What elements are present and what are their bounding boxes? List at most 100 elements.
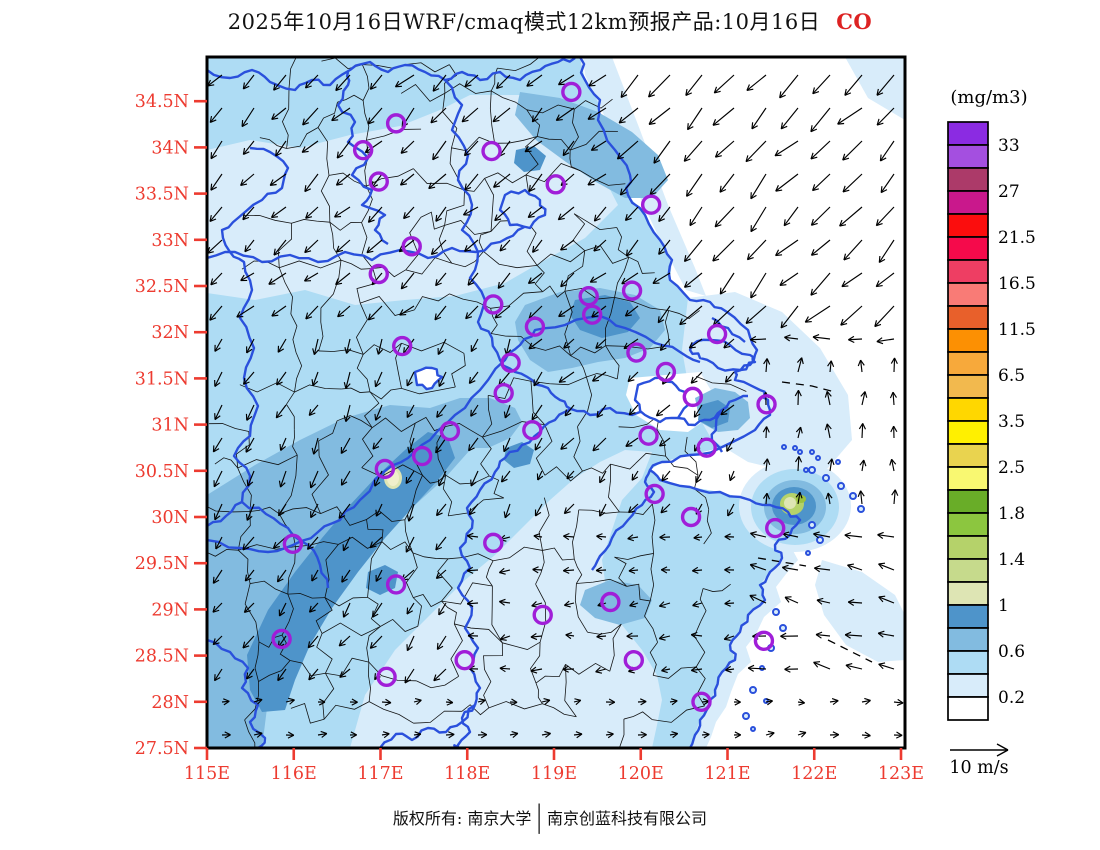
colorbar-label: 6.5: [998, 366, 1025, 386]
city-marker: [271, 628, 292, 650]
colorbar-cell: [947, 328, 989, 353]
colorbar-cell: [947, 604, 989, 629]
colorbar-cell: [947, 213, 989, 238]
city-marker: [706, 323, 728, 345]
colorbar-cell: [947, 282, 989, 307]
page-title: 2025年10月16日WRF/cmaq模式12km预报产品:10月16日 CO: [0, 6, 1100, 36]
lake-chaohu: [413, 366, 444, 391]
colorbar-cell: [947, 627, 989, 652]
city-marker: [626, 342, 647, 363]
colorbar-cell: [947, 673, 989, 698]
city-marker: [640, 194, 662, 215]
city-marker: [391, 335, 413, 357]
lon-tick-label: 116E: [271, 764, 317, 784]
colorbar-label: 0.6: [998, 642, 1025, 662]
city-marker: [522, 419, 543, 441]
lat-tick-label: 29.5N: [135, 554, 189, 574]
island: [742, 712, 750, 720]
city-marker: [352, 139, 374, 161]
city-marker: [282, 533, 304, 554]
city-marker: [368, 263, 389, 285]
colorbar-cell: [947, 489, 989, 514]
contour-core-north: [514, 146, 546, 172]
colorbar-cell: [947, 696, 989, 721]
contour-band-core: [247, 432, 455, 712]
copyright-owner: 版权所有: 南京大学: [392, 809, 532, 828]
lon-tick-label: 121E: [704, 764, 750, 784]
lat-tick-label: 28.5N: [135, 647, 189, 667]
city-marker: [561, 81, 582, 103]
colorbar-cell: [947, 581, 989, 606]
axes: 34.5N 34N 33.5N 33N 32.5N 32N 31.5N 31N 30.5N 30N…: [135, 92, 924, 784]
lat-tick-label: 29N: [151, 600, 189, 620]
city-marker: [696, 437, 717, 458]
colorbar-label: 1.4: [998, 550, 1025, 570]
city-marker: [655, 361, 677, 383]
title-text: 2025年10月16日WRF/cmaq模式12km预报产品:10月16日: [227, 10, 821, 34]
coastline: [578, 57, 802, 748]
colorbar-label: 2.5: [998, 458, 1025, 478]
island: [808, 466, 816, 474]
lat-tick-label: 31N: [151, 416, 189, 436]
lat-tick-label: 34N: [151, 138, 189, 158]
lat-tick-label: 28N: [151, 693, 189, 713]
colorbar-cell: [947, 535, 989, 560]
colorbar-cell: [947, 236, 989, 261]
map-frame: [205, 55, 907, 750]
colorbar-cell: [947, 443, 989, 468]
wind-scale-arrow: [996, 743, 1009, 757]
contour-band-head: [430, 398, 522, 448]
lat-tick-label: 30.5N: [135, 462, 189, 482]
colorbar-label: 0.2: [998, 688, 1025, 708]
island: [857, 505, 865, 513]
province-boundaries-rivers: [207, 57, 802, 748]
city-marker: [644, 483, 665, 505]
colorbar-cell: [947, 167, 989, 192]
colorbar-label: 27: [998, 182, 1020, 202]
island: [837, 482, 845, 490]
colorbar-label: 3.5: [998, 412, 1025, 432]
island: [822, 474, 830, 482]
copyright-company: 南京创蓝科技有限公司: [547, 809, 708, 828]
island: [792, 445, 798, 451]
city-marker: [524, 316, 546, 337]
city-marker: [753, 630, 775, 652]
border-jx-mid: [379, 704, 476, 748]
lat-tick-label: 34.5N: [135, 92, 189, 112]
city-marker: [493, 382, 514, 404]
copyright-footer: 版权所有: 南京大学 │ 南京创蓝科技有限公司: [0, 803, 1100, 833]
colorbar-cell: [947, 397, 989, 422]
border-henan-branch: [336, 71, 389, 246]
city-marker: [621, 280, 643, 301]
lon-tick-label: 119E: [531, 764, 577, 784]
contour-core-chizhou: [504, 442, 534, 468]
city-marker: [368, 171, 389, 192]
island: [772, 608, 780, 616]
city-marker: [638, 425, 659, 446]
colorbar-cell: [947, 374, 989, 399]
colorbar: (mg/m3) 33 27 21.5 16.5 11.5 6.5 3.5 2.5 1.8 1.4 1 0…: [947, 87, 1036, 721]
river-qiantang: [591, 469, 656, 571]
colorbar-label: 11.5: [998, 320, 1036, 340]
city-marker: [385, 574, 407, 595]
city-marker: [682, 386, 703, 408]
lake-hongze: [498, 188, 547, 230]
wind-scale-legend: 10 m/s: [949, 743, 1009, 778]
colorbar-label: 16.5: [998, 274, 1036, 294]
contour-sea-zj-strip: [690, 505, 816, 748]
colorbar-label: 33: [998, 136, 1020, 156]
wind-scale-label: 10 m/s: [949, 758, 1008, 778]
lon-tick-label: 122E: [791, 764, 837, 784]
island: [797, 449, 803, 455]
lat-tick-label: 30N: [151, 508, 189, 528]
lat-tick-label: 32.5N: [135, 277, 189, 297]
border-zj-ah: [456, 407, 572, 706]
city-marker: [680, 506, 702, 528]
colorbar-cell: [947, 190, 989, 215]
city-marker: [483, 294, 504, 315]
colorbar-cell: [947, 121, 989, 146]
colorbar-label: 1: [998, 596, 1009, 616]
city-marker: [623, 650, 645, 671]
city-marker: [454, 650, 475, 671]
